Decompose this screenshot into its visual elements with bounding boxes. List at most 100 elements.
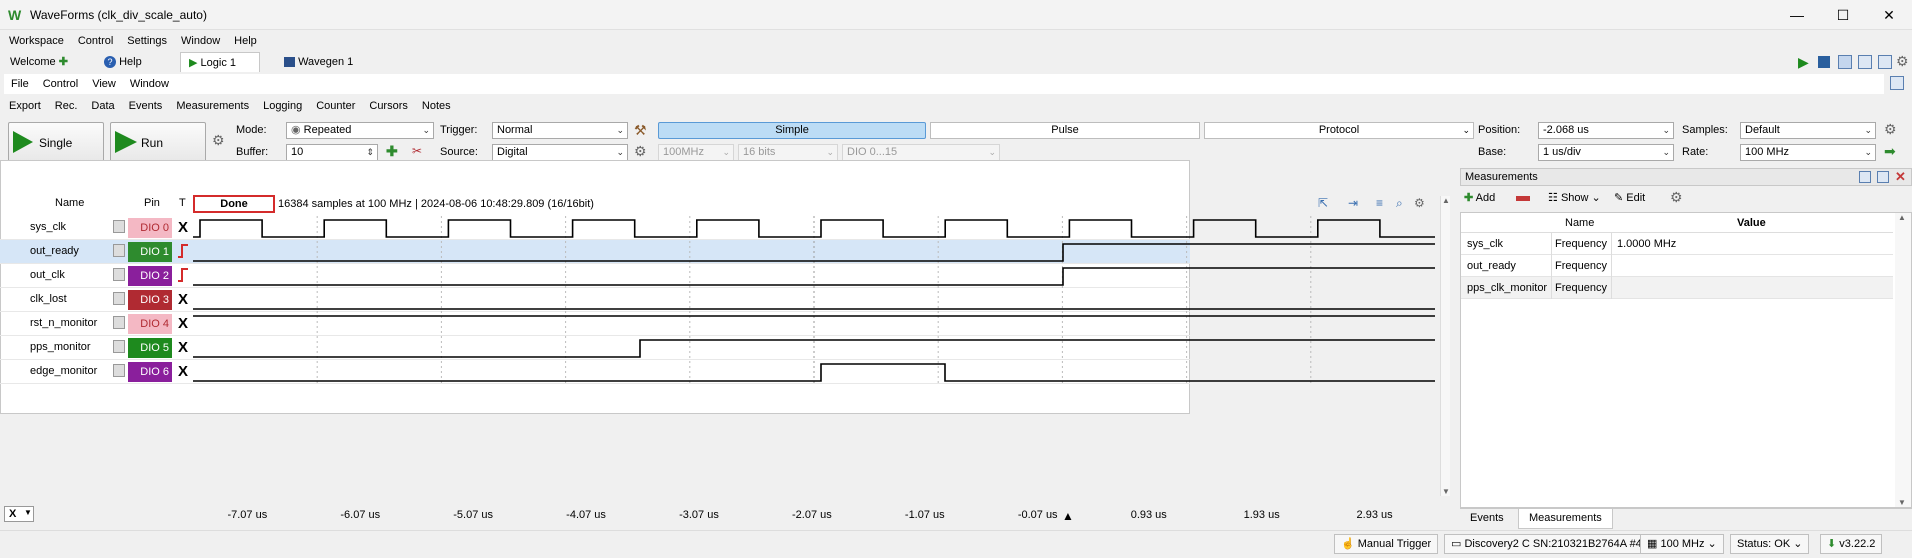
channel-row[interactable]: out_ready DIO 1 <box>0 240 1190 264</box>
submenu-logging[interactable]: Logging <box>263 100 303 112</box>
logic-menu-window[interactable]: Window <box>129 78 169 90</box>
channel-pin[interactable]: DIO 4 <box>128 314 172 334</box>
submenu-measurements[interactable]: Measurements <box>176 100 250 112</box>
trigger-condition-icon[interactable]: X <box>177 291 188 308</box>
channel-edit-icon[interactable] <box>113 292 125 305</box>
channel-pin[interactable]: DIO 0 <box>128 218 172 238</box>
logic-menu-file[interactable]: File <box>11 78 29 90</box>
trigger-condition-icon[interactable]: X <box>177 363 188 380</box>
measurement-settings-icon[interactable]: ⚙ <box>1670 189 1683 205</box>
submenu-rec[interactable]: Rec. <box>54 100 78 112</box>
channel-edit-icon[interactable] <box>113 340 125 353</box>
trigger-select[interactable]: Normal ⌄ <box>492 122 628 139</box>
restore-panel-icon[interactable] <box>1890 76 1904 90</box>
mode-select[interactable]: ◉ Repeated ⌄ <box>286 122 434 139</box>
channel-name[interactable]: sys_clk <box>30 221 67 233</box>
scroll-up-icon[interactable]: ▲ <box>1898 213 1906 222</box>
channel-name[interactable]: rst_n_monitor <box>30 317 98 329</box>
x-axis-select[interactable]: X ▼ <box>4 506 34 522</box>
plot-scrollbar[interactable]: ▲ ▼ <box>1440 196 1450 496</box>
rate-select[interactable]: 100 MHz ⌄ <box>1740 144 1876 161</box>
logic-menu-control[interactable]: Control <box>42 78 79 90</box>
time-settings-icon[interactable]: ⚙ <box>1884 121 1897 137</box>
submenu-data[interactable]: Data <box>91 100 115 112</box>
tab-protocol[interactable]: Protocol ⌄ <box>1204 122 1474 139</box>
stop-all-icon[interactable] <box>1818 56 1830 68</box>
channel-pin[interactable]: DIO 3 <box>128 290 172 310</box>
magnifier-icon[interactable]: ⌕ <box>1396 196 1403 210</box>
channel-pin[interactable]: DIO 2 <box>128 266 172 286</box>
cursor-tool-icon[interactable]: ⇱ <box>1318 196 1329 210</box>
measurement-row[interactable]: sys_clk Frequency 1.0000 MHz <box>1461 233 1893 255</box>
channel-edit-icon[interactable] <box>113 316 125 329</box>
tab-pulse[interactable]: Pulse <box>930 122 1200 139</box>
measurements-scrollbar[interactable]: ▲ ▼ <box>1895 213 1911 507</box>
position-field[interactable]: -2.068 us ⌄ <box>1538 122 1674 139</box>
run-all-icon[interactable]: ▶ <box>1798 54 1809 70</box>
version-button[interactable]: ⬇ v3.22.2 <box>1820 534 1883 554</box>
logic-menu-view[interactable]: View <box>92 78 116 90</box>
scroll-down-icon[interactable]: ▼ <box>1898 498 1906 507</box>
device-button[interactable]: ▭ Discovery2 C SN:210321B2764A #4 <box>1444 534 1649 554</box>
status-button[interactable]: Status: OK ⌄ <box>1730 534 1810 554</box>
source-settings-icon[interactable]: ⚙ <box>634 143 647 159</box>
submenu-events[interactable]: Events <box>128 100 163 112</box>
auto-settings-icon[interactable]: ⚙ <box>212 132 225 148</box>
channel-name[interactable]: pps_monitor <box>30 341 91 353</box>
tab-help[interactable]: ? Help <box>96 52 164 72</box>
menu-help[interactable]: Help <box>234 35 257 47</box>
menu-window[interactable]: Window <box>181 35 221 47</box>
samples-select[interactable]: Default ⌄ <box>1740 122 1876 139</box>
menu-settings[interactable]: Settings <box>127 35 168 47</box>
channel-row[interactable]: sys_clk DIO 0 X <box>0 216 1190 240</box>
channel-row[interactable]: edge_monitor DIO 6 X <box>0 360 1190 384</box>
scroll-down-icon[interactable]: ▼ <box>1442 487 1450 496</box>
cascade-icon[interactable] <box>1838 55 1852 69</box>
tab-wavegen-1[interactable]: Wavegen 1 ✕ <box>276 52 376 89</box>
trigger-condition-icon[interactable] <box>176 266 190 286</box>
tab-events[interactable]: Events <box>1462 509 1512 527</box>
submenu-export[interactable]: Export <box>9 100 41 112</box>
apply-arrow-icon[interactable]: ➡ <box>1884 143 1896 159</box>
plot-settings-icon[interactable]: ⚙ <box>1414 196 1425 210</box>
submenu-notes[interactable]: Notes <box>421 100 451 112</box>
channel-name[interactable]: clk_lost <box>30 293 67 305</box>
channel-edit-icon[interactable] <box>113 244 125 257</box>
remove-measurement-icon[interactable] <box>1516 196 1530 201</box>
channel-row[interactable]: rst_n_monitor DIO 4 X <box>0 312 1190 336</box>
tile-vertical-icon[interactable] <box>1878 55 1892 69</box>
trigger-position-marker-icon[interactable]: ▲ <box>1062 509 1074 523</box>
source-select[interactable]: Digital ⌄ <box>492 144 628 161</box>
tab-logic-1[interactable]: ▶ Logic 1 ✕ <box>180 52 260 90</box>
sample-rate-select[interactable]: 100MHz ⌄ <box>658 144 734 161</box>
trigger-condition-icon[interactable]: X <box>177 315 188 332</box>
trigger-condition-icon[interactable] <box>176 242 190 262</box>
tile-icon[interactable] <box>1858 55 1872 69</box>
clock-frequency-button[interactable]: ▦ 100 MHz ⌄ <box>1640 534 1724 554</box>
channel-pin[interactable]: DIO 1 <box>128 242 172 262</box>
channel-row[interactable]: clk_lost DIO 3 X <box>0 288 1190 312</box>
buffer-clear-icon[interactable]: ✂ <box>412 144 423 158</box>
panel-float-icon[interactable] <box>1859 171 1871 183</box>
manual-trigger-button[interactable]: ☝ Manual Trigger <box>1334 534 1439 554</box>
channel-pin[interactable]: DIO 6 <box>128 362 172 382</box>
base-select[interactable]: 1 us/div ⌄ <box>1538 144 1674 161</box>
zoom-cursor-icon[interactable]: ⇥ <box>1348 196 1359 210</box>
measurement-row[interactable]: pps_clk_monitor Frequency <box>1461 277 1893 299</box>
add-measurement-button[interactable]: ✚ Add <box>1464 191 1495 204</box>
panel-maximize-icon[interactable] <box>1877 171 1889 183</box>
channel-edit-icon[interactable] <box>113 268 125 281</box>
edit-button[interactable]: ✎ Edit <box>1614 191 1645 204</box>
buffer-stepper[interactable]: 10 ⇕ <box>286 144 378 161</box>
channel-edit-icon[interactable] <box>113 364 125 377</box>
tab-welcome[interactable]: Welcome ✚ <box>2 52 82 72</box>
channel-name[interactable]: edge_monitor <box>30 365 98 377</box>
maximize-button[interactable]: ☐ <box>1836 7 1850 23</box>
submenu-counter[interactable]: Counter <box>316 100 356 112</box>
marker-icon[interactable]: ≡ <box>1376 196 1384 210</box>
panel-close-icon[interactable]: ✕ <box>1895 169 1906 184</box>
single-button[interactable]: Single <box>8 122 104 162</box>
submenu-cursors[interactable]: Cursors <box>369 100 408 112</box>
channel-row[interactable]: out_clk DIO 2 <box>0 264 1190 288</box>
channel-name[interactable]: out_ready <box>30 245 79 257</box>
